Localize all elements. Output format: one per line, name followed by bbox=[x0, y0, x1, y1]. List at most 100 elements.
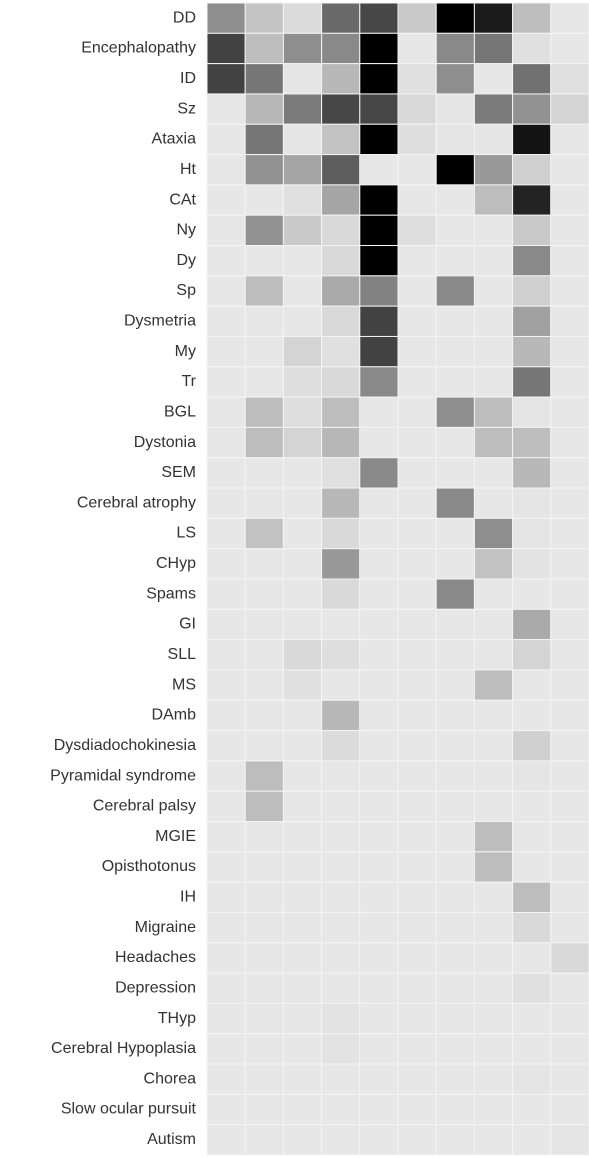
cell bbox=[359, 548, 399, 580]
cell bbox=[512, 1093, 552, 1126]
cell bbox=[282, 305, 323, 337]
row-label: SEM bbox=[161, 464, 196, 481]
row-label: Dysdiadochokinesia bbox=[54, 737, 196, 754]
cell bbox=[397, 275, 437, 307]
cell bbox=[359, 93, 399, 125]
cell bbox=[512, 214, 552, 247]
cell bbox=[435, 457, 475, 489]
cell bbox=[550, 426, 589, 459]
cell bbox=[473, 396, 514, 428]
cell bbox=[512, 1002, 552, 1035]
row-label: Chorea bbox=[144, 1070, 197, 1087]
cell bbox=[282, 2, 323, 34]
cell bbox=[359, 154, 399, 186]
cell bbox=[244, 184, 284, 216]
cell bbox=[473, 760, 514, 792]
cell bbox=[206, 487, 246, 519]
cell bbox=[397, 2, 437, 34]
cell bbox=[244, 881, 284, 913]
cell bbox=[435, 396, 475, 428]
cell bbox=[512, 457, 552, 489]
cell bbox=[397, 942, 437, 974]
cell bbox=[550, 760, 589, 792]
cell bbox=[206, 366, 246, 398]
cell bbox=[244, 335, 284, 368]
cell bbox=[473, 1093, 514, 1126]
cell bbox=[244, 305, 284, 337]
cell bbox=[282, 1063, 323, 1095]
cell bbox=[282, 1124, 323, 1156]
cell bbox=[397, 1063, 437, 1095]
cell bbox=[321, 275, 361, 307]
cell bbox=[473, 457, 514, 489]
cell bbox=[473, 1002, 514, 1035]
cell bbox=[512, 730, 552, 762]
cell bbox=[282, 93, 323, 125]
cell bbox=[397, 245, 437, 277]
cell bbox=[206, 457, 246, 489]
cell bbox=[473, 305, 514, 337]
cell bbox=[244, 1124, 284, 1156]
cell bbox=[397, 335, 437, 368]
cell bbox=[435, 1124, 475, 1156]
cell bbox=[397, 972, 437, 1004]
cell bbox=[473, 639, 514, 671]
cell bbox=[512, 1033, 552, 1065]
cell bbox=[550, 972, 589, 1004]
cell bbox=[282, 457, 323, 489]
cell bbox=[397, 1124, 437, 1156]
cell bbox=[473, 123, 514, 156]
cell bbox=[282, 184, 323, 216]
cell bbox=[435, 639, 475, 671]
cell bbox=[435, 245, 475, 277]
cell bbox=[550, 214, 589, 247]
cell bbox=[473, 790, 514, 823]
cell bbox=[359, 32, 399, 65]
cell bbox=[321, 942, 361, 974]
cell bbox=[206, 790, 246, 823]
cell bbox=[473, 578, 514, 610]
row-label: SLL bbox=[168, 646, 197, 663]
cell bbox=[473, 214, 514, 247]
cell bbox=[397, 851, 437, 883]
cell bbox=[550, 123, 589, 156]
cell bbox=[359, 821, 399, 853]
row-label: Cerebral Hypoplasia bbox=[51, 1040, 196, 1057]
cell bbox=[512, 63, 552, 95]
cell bbox=[282, 911, 323, 944]
cell bbox=[473, 487, 514, 519]
cell bbox=[473, 426, 514, 459]
row-label: Headaches bbox=[115, 949, 196, 966]
cell bbox=[550, 669, 589, 701]
cell bbox=[359, 972, 399, 1004]
row-label: MS bbox=[172, 676, 196, 693]
cell bbox=[321, 32, 361, 65]
cell bbox=[473, 851, 514, 883]
cell bbox=[359, 790, 399, 823]
cell bbox=[206, 305, 246, 337]
cell bbox=[397, 699, 437, 732]
cell bbox=[473, 63, 514, 95]
cell bbox=[282, 214, 323, 247]
cell bbox=[359, 639, 399, 671]
cell bbox=[321, 335, 361, 368]
cell bbox=[244, 699, 284, 732]
cell bbox=[473, 2, 514, 34]
cell bbox=[550, 396, 589, 428]
cell bbox=[321, 214, 361, 247]
cell bbox=[397, 123, 437, 156]
cell bbox=[435, 214, 475, 247]
cell bbox=[473, 335, 514, 368]
cell bbox=[359, 1002, 399, 1035]
cell bbox=[512, 275, 552, 307]
cell bbox=[435, 578, 475, 610]
cell bbox=[473, 881, 514, 913]
cell bbox=[550, 730, 589, 762]
cell bbox=[321, 639, 361, 671]
cell bbox=[321, 669, 361, 701]
cell bbox=[435, 426, 475, 459]
cell bbox=[321, 366, 361, 398]
cell bbox=[282, 608, 323, 641]
cell bbox=[473, 730, 514, 762]
cell bbox=[473, 32, 514, 65]
